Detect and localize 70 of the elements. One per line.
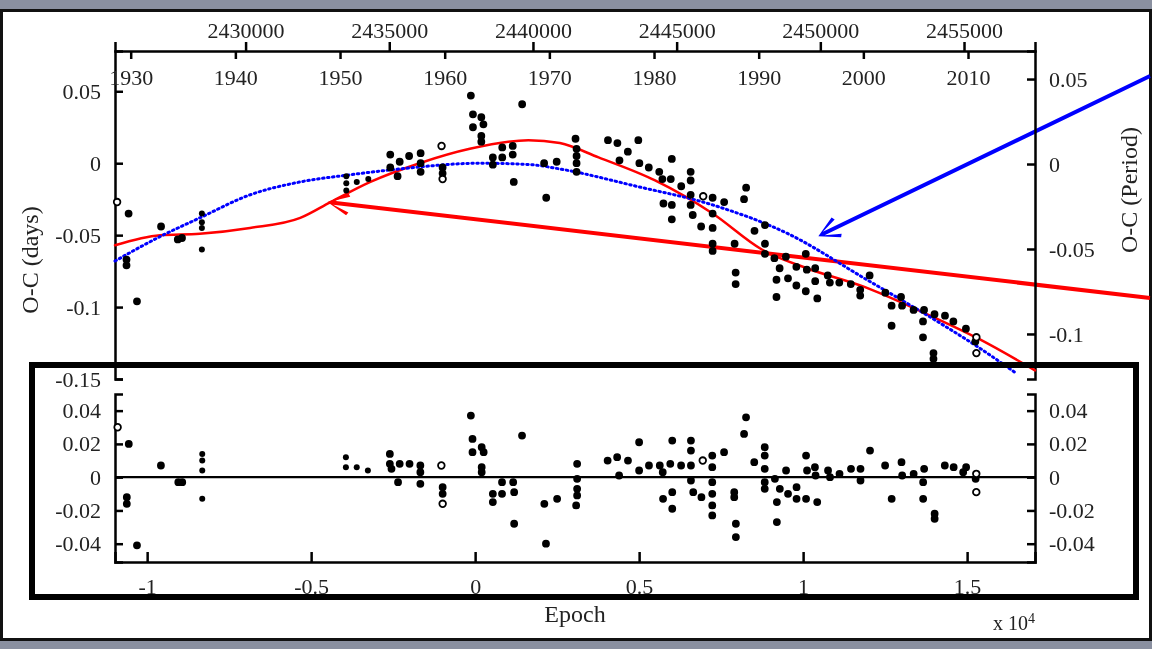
y2-tick-label: -0.04 — [1049, 531, 1095, 557]
x2-tick-label: 2455000 — [926, 18, 1004, 43]
y-tick-label: 0.02 — [62, 431, 101, 457]
y-tick-label: 0 — [90, 150, 101, 176]
point — [699, 192, 708, 201]
point — [198, 246, 205, 253]
y2-tick-label: 0 — [1049, 151, 1060, 177]
y-tick-label: 0.04 — [62, 398, 101, 424]
point — [113, 423, 122, 432]
x-tick-label: 1 — [798, 573, 810, 599]
y-tick-label: -0.05 — [55, 222, 101, 248]
point — [698, 456, 707, 465]
point — [438, 499, 447, 508]
x-tick-label: 0.5 — [625, 573, 654, 599]
point — [365, 176, 372, 183]
point — [199, 457, 206, 464]
point — [342, 464, 349, 471]
x-tick-label: 2010 — [946, 64, 991, 90]
x-tick-label: 1960 — [423, 64, 468, 90]
point — [343, 187, 350, 194]
y-tick-label: 0.05 — [62, 78, 101, 104]
point — [199, 450, 206, 457]
x-tick-label: 1970 — [527, 64, 572, 90]
y2-tick-label: 0.02 — [1049, 431, 1088, 457]
y2-tick-label: -0.05 — [1049, 236, 1095, 262]
x-tick-label: 1.5 — [953, 573, 982, 599]
y-tick-label: -0.15 — [55, 366, 101, 392]
point — [112, 197, 122, 207]
point — [343, 173, 350, 180]
y2-axis-title: O-C (Period) — [1116, 127, 1142, 253]
y-tick-label: -0.02 — [55, 497, 101, 523]
x-tick-label: 0 — [470, 573, 482, 599]
y-tick-label: 0 — [90, 464, 101, 490]
y-axis-title: O-C (days) — [17, 206, 43, 314]
x-axis-title: Epoch — [544, 601, 606, 627]
x2-tick-label: 2430000 — [207, 18, 285, 43]
point — [198, 219, 205, 226]
x2-tick-label: 2440000 — [494, 18, 572, 43]
y-tick-label: -0.04 — [55, 531, 101, 557]
point — [198, 224, 205, 231]
x2-tick-label: 2445000 — [638, 18, 716, 43]
x-tick-label: 1990 — [737, 64, 782, 90]
y2-tick-label: 0 — [1049, 464, 1060, 490]
x-tick-label: 1980 — [632, 64, 677, 90]
point — [972, 487, 981, 497]
x-tick-label: -1 — [138, 573, 157, 599]
point — [198, 210, 205, 217]
x2-tick-label: 2450000 — [782, 18, 860, 43]
y-tick-label: -0.1 — [66, 294, 101, 320]
x-tick-label: -0.5 — [294, 573, 330, 599]
y2-tick-label: -0.1 — [1049, 321, 1084, 347]
point — [972, 333, 981, 342]
point — [972, 348, 981, 358]
x-tick-label: 1940 — [213, 64, 258, 90]
point — [199, 495, 206, 502]
x-tick-label: 2000 — [841, 64, 886, 90]
point — [437, 461, 446, 470]
point — [437, 141, 446, 151]
point — [199, 467, 206, 474]
point — [342, 454, 349, 461]
x-tick-label: 1950 — [318, 64, 363, 90]
point — [364, 467, 371, 474]
point — [343, 180, 350, 187]
text: x 10$^{4}$ — [993, 610, 1035, 634]
y2-tick-label: 0.05 — [1049, 66, 1088, 92]
y2-tick-label: -0.02 — [1049, 497, 1095, 523]
point — [353, 178, 360, 185]
x2-tick-label: 2435000 — [351, 18, 429, 43]
point — [353, 464, 360, 471]
y2-tick-label: 0.04 — [1049, 398, 1088, 424]
